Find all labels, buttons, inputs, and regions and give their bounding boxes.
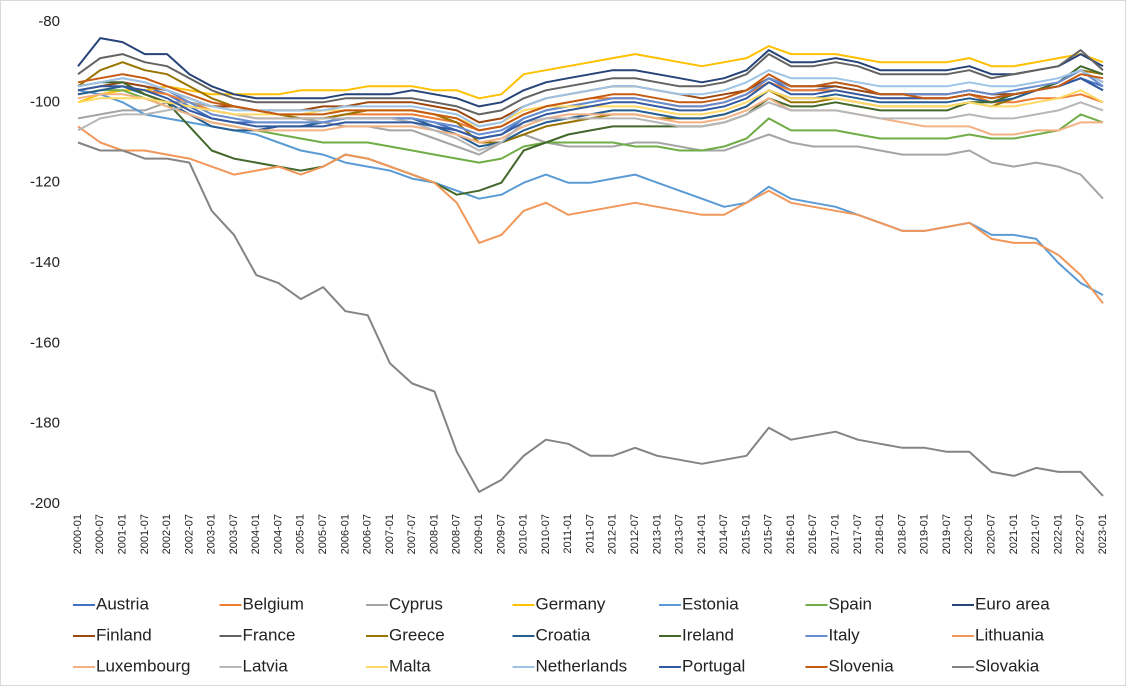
x-tick-label: 2014-01 bbox=[696, 514, 708, 554]
y-tick-label: -140 bbox=[30, 254, 60, 271]
x-tick-label: 2022-07 bbox=[1075, 514, 1087, 554]
x-tick-label: 2021-07 bbox=[1030, 514, 1042, 554]
x-tick-label: 2000-01 bbox=[72, 514, 84, 554]
legend-label: Spain bbox=[829, 594, 872, 613]
x-tick-label: 2005-07 bbox=[317, 514, 329, 554]
series-line bbox=[77, 101, 1104, 152]
legend-label: Luxembourg bbox=[96, 656, 191, 675]
y-tick-label: -100 bbox=[30, 93, 60, 110]
x-tick-label: 2013-07 bbox=[674, 514, 686, 554]
x-tick-label: 2019-07 bbox=[941, 514, 953, 554]
x-tick-label: 2023-01 bbox=[1097, 514, 1109, 554]
legend-label: France bbox=[243, 625, 296, 644]
x-tick-label: 2004-07 bbox=[272, 514, 284, 554]
x-tick-label: 2013-01 bbox=[651, 514, 663, 554]
series-line bbox=[77, 73, 1104, 132]
legend-label: Portugal bbox=[682, 656, 745, 675]
x-tick-label: 2010-01 bbox=[518, 514, 530, 554]
x-tick-label: 2010-07 bbox=[540, 514, 552, 554]
x-tick-label: 2006-07 bbox=[362, 514, 374, 554]
legend-label: Euro area bbox=[975, 594, 1050, 613]
x-tick-label: 2008-07 bbox=[451, 514, 463, 554]
legend-label: Lithuania bbox=[975, 625, 1045, 644]
series-line bbox=[77, 65, 1104, 196]
legend-label: Austria bbox=[96, 594, 149, 613]
x-tick-label: 2002-01 bbox=[161, 514, 173, 554]
x-tick-label: 2018-01 bbox=[874, 514, 886, 554]
x-tick-label: 2018-07 bbox=[896, 514, 908, 554]
x-tick-label: 2006-01 bbox=[339, 514, 351, 554]
legend-label: Italy bbox=[829, 625, 861, 644]
x-tick-label: 2020-07 bbox=[985, 514, 997, 554]
legend-label: Ireland bbox=[682, 625, 734, 644]
x-tick-label: 2016-01 bbox=[785, 514, 797, 554]
y-tick-label: -180 bbox=[30, 415, 60, 432]
y-tick-label: -200 bbox=[30, 495, 60, 512]
x-tick-label: 2022-01 bbox=[1052, 514, 1064, 554]
series-line bbox=[77, 45, 1104, 104]
legend-label: Croatia bbox=[536, 625, 591, 644]
legend-label: Slovakia bbox=[975, 656, 1040, 675]
legend-label: Slovenia bbox=[829, 656, 895, 675]
legend-label: Netherlands bbox=[536, 656, 628, 675]
x-tick-label: 2020-01 bbox=[963, 514, 975, 554]
x-tick-label: 2012-07 bbox=[629, 514, 641, 554]
legend-label: Estonia bbox=[682, 594, 739, 613]
x-tick-label: 2011-01 bbox=[562, 514, 574, 554]
x-tick-label: 2015-07 bbox=[763, 514, 775, 554]
x-tick-label: 2007-07 bbox=[406, 514, 418, 554]
x-tick-label: 2002-07 bbox=[183, 514, 195, 554]
x-tick-label: 2017-01 bbox=[830, 514, 842, 554]
series-line bbox=[77, 141, 1104, 497]
x-tick-label: 2008-01 bbox=[428, 514, 440, 554]
y-tick-label: -80 bbox=[38, 13, 60, 30]
legend-label: Cyprus bbox=[389, 594, 443, 613]
legend-label: Germany bbox=[536, 594, 606, 613]
series-line bbox=[77, 37, 1104, 108]
x-tick-label: 2016-07 bbox=[807, 514, 819, 554]
series-line bbox=[77, 125, 1104, 304]
x-tick-label: 2012-01 bbox=[607, 514, 619, 554]
x-tick-label: 2001-07 bbox=[139, 514, 151, 554]
x-tick-label: 2005-01 bbox=[295, 514, 307, 554]
legend-label: Latvia bbox=[243, 656, 289, 675]
x-tick-label: 2003-01 bbox=[206, 514, 218, 554]
x-tick-label: 2001-01 bbox=[116, 514, 128, 554]
y-tick-label: -160 bbox=[30, 334, 60, 351]
x-tick-label: 2017-07 bbox=[852, 514, 864, 554]
legend-label: Finland bbox=[96, 625, 152, 644]
x-tick-label: 2009-01 bbox=[473, 514, 485, 554]
x-tick-label: 2004-01 bbox=[250, 514, 262, 554]
x-tick-label: 2007-01 bbox=[384, 514, 396, 554]
x-tick-label: 2019-01 bbox=[919, 514, 931, 554]
legend-label: Malta bbox=[389, 656, 431, 675]
x-tick-label: 2015-01 bbox=[740, 514, 752, 554]
x-tick-label: 2000-07 bbox=[94, 514, 106, 554]
x-tick-label: 2009-07 bbox=[495, 514, 507, 554]
y-tick-label: -120 bbox=[30, 174, 60, 191]
x-tick-label: 2014-07 bbox=[718, 514, 730, 554]
series-line bbox=[77, 49, 1104, 116]
x-tick-label: 2003-07 bbox=[228, 514, 240, 554]
legend-label: Belgium bbox=[243, 594, 304, 613]
x-tick-label: 2011-07 bbox=[584, 514, 596, 554]
series-line bbox=[77, 69, 1104, 136]
x-tick-label: 2021-01 bbox=[1008, 514, 1020, 554]
series-line bbox=[77, 93, 1103, 144]
series-line bbox=[77, 69, 1104, 128]
legend-label: Greece bbox=[389, 625, 445, 644]
